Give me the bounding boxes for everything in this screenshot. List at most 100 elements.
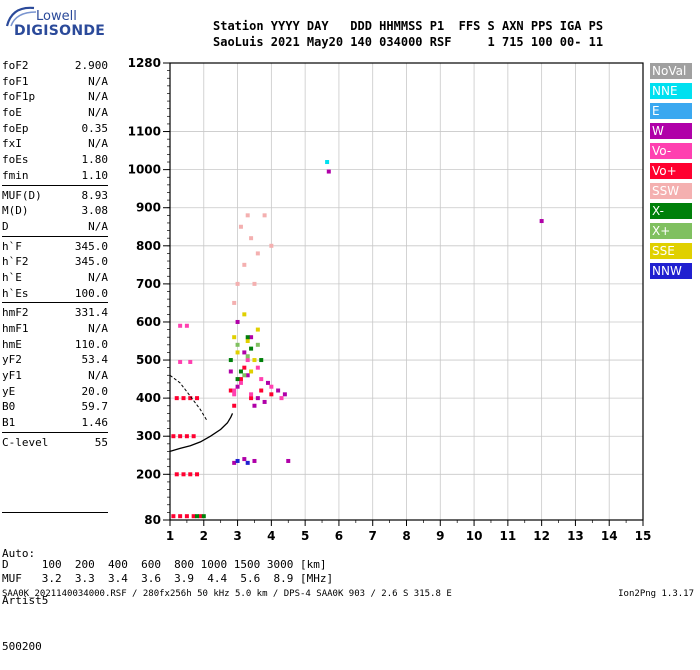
x-tick-label: 15 — [635, 529, 652, 543]
param-name: foEp — [2, 121, 29, 135]
data-point — [232, 403, 237, 408]
param-name: foF1 — [2, 74, 29, 88]
data-point — [242, 350, 247, 355]
param-row: yF2 53.4 — [2, 352, 108, 368]
data-point — [238, 377, 243, 382]
data-point — [249, 396, 254, 401]
param-name: yF1 — [2, 369, 22, 383]
footer-info: SAA0K_2021140034000.RSF / 280fx256h 50 k… — [2, 589, 452, 599]
auto-label: Auto: — [2, 547, 36, 560]
param-row: B0 59.7 — [2, 399, 108, 415]
param-row: foF1p N/A — [2, 89, 108, 105]
legend-item: Vo+ — [650, 163, 692, 179]
param-separator — [2, 431, 108, 433]
param-name: h`Es — [2, 286, 29, 300]
param-value: N/A — [88, 74, 108, 88]
data-point — [171, 514, 176, 519]
y-tick-label: 400 — [136, 391, 161, 405]
data-point — [235, 281, 240, 286]
data-point — [191, 434, 196, 439]
param-value: 55 — [94, 435, 108, 449]
x-tick-label: 8 — [402, 529, 410, 543]
data-point — [249, 236, 254, 241]
data-point — [235, 350, 240, 355]
param-name: foF2 — [2, 59, 29, 72]
data-point — [238, 380, 243, 385]
data-point — [262, 213, 267, 218]
data-point — [252, 358, 257, 363]
header-values: SaoLuis 2021 May20 140 034000 RSF 1 715 … — [213, 35, 604, 49]
data-point — [195, 396, 200, 401]
data-point — [232, 460, 237, 465]
data-point — [178, 434, 183, 439]
param-value: N/A — [88, 219, 108, 233]
data-point — [259, 358, 264, 363]
param-value: 110.0 — [74, 337, 108, 351]
data-point — [232, 392, 237, 397]
data-point — [245, 213, 250, 218]
param-name: B1 — [2, 416, 16, 430]
footer-version: Ion2Png 1.3.17 — [618, 589, 694, 599]
param-value: 1.46 — [81, 416, 109, 430]
param-row: MUF(D) 8.93 — [2, 188, 108, 204]
data-point — [242, 365, 247, 370]
x-tick-label: 14 — [601, 529, 618, 543]
x-tick-label: 5 — [301, 529, 309, 543]
logo-digisonde: DIGISONDE — [14, 23, 106, 39]
param-row: foF1 N/A — [2, 74, 108, 90]
auto-separator — [2, 512, 108, 513]
auto-code: 500200 — [2, 640, 42, 653]
param-row: h`E N/A — [2, 270, 108, 286]
legend-item: NoVal — [650, 63, 692, 79]
param-row: yF1 N/A — [2, 368, 108, 384]
data-point — [539, 219, 544, 224]
param-row: h`F 345.0 — [2, 239, 108, 255]
y-tick-label: 1100 — [128, 125, 161, 139]
data-point — [245, 354, 250, 359]
legend-item: NNW — [650, 263, 692, 279]
param-value: N/A — [88, 270, 108, 284]
legend-item: SSE — [650, 243, 692, 259]
param-row: fxI N/A — [2, 136, 108, 152]
param-name: foE — [2, 106, 22, 120]
logo-lowell: Lowell — [36, 9, 77, 24]
data-point — [326, 169, 331, 174]
param-row: h`Es 100.0 — [2, 286, 108, 302]
data-point — [282, 392, 287, 397]
data-point — [252, 458, 257, 463]
param-row: hmF2 331.4 — [2, 305, 108, 321]
data-point — [255, 327, 260, 332]
param-value: 1.10 — [81, 168, 109, 182]
logo-swoosh-icon — [5, 6, 37, 27]
data-point — [325, 160, 330, 165]
data-point — [232, 388, 237, 393]
param-name: yE — [2, 384, 16, 398]
chart-traces — [169, 374, 234, 453]
param-value: 20.0 — [81, 384, 109, 398]
param-row: M(D) 3.08 — [2, 203, 108, 219]
ionogram-chart: 1 2 3 4 5 6 7 8 9 10 11 12 13 14 158020030040050060070… — [128, 56, 652, 543]
param-value: 53.4 — [81, 353, 109, 367]
param-separator — [2, 302, 108, 304]
param-value: N/A — [88, 322, 108, 335]
param-row: fmin 1.10 — [2, 168, 108, 184]
param-name: h`F — [2, 239, 22, 253]
data-point — [249, 369, 254, 374]
data-point — [174, 396, 179, 401]
param-row: foEs 1.80 — [2, 152, 108, 168]
data-point — [286, 458, 291, 463]
y-tick-label: 600 — [136, 315, 161, 329]
data-point — [232, 300, 237, 305]
chart-grid — [170, 63, 643, 520]
data-point — [188, 359, 193, 364]
data-point — [178, 514, 183, 519]
data-point — [195, 514, 200, 519]
param-row: hmE 110.0 — [2, 337, 108, 353]
data-point — [245, 335, 250, 340]
param-name: MUF(D) — [2, 188, 42, 202]
param-name: yF2 — [2, 353, 22, 367]
data-point — [238, 224, 243, 229]
data-point — [228, 358, 233, 363]
data-point — [235, 342, 240, 347]
legend-item: E — [650, 103, 692, 119]
